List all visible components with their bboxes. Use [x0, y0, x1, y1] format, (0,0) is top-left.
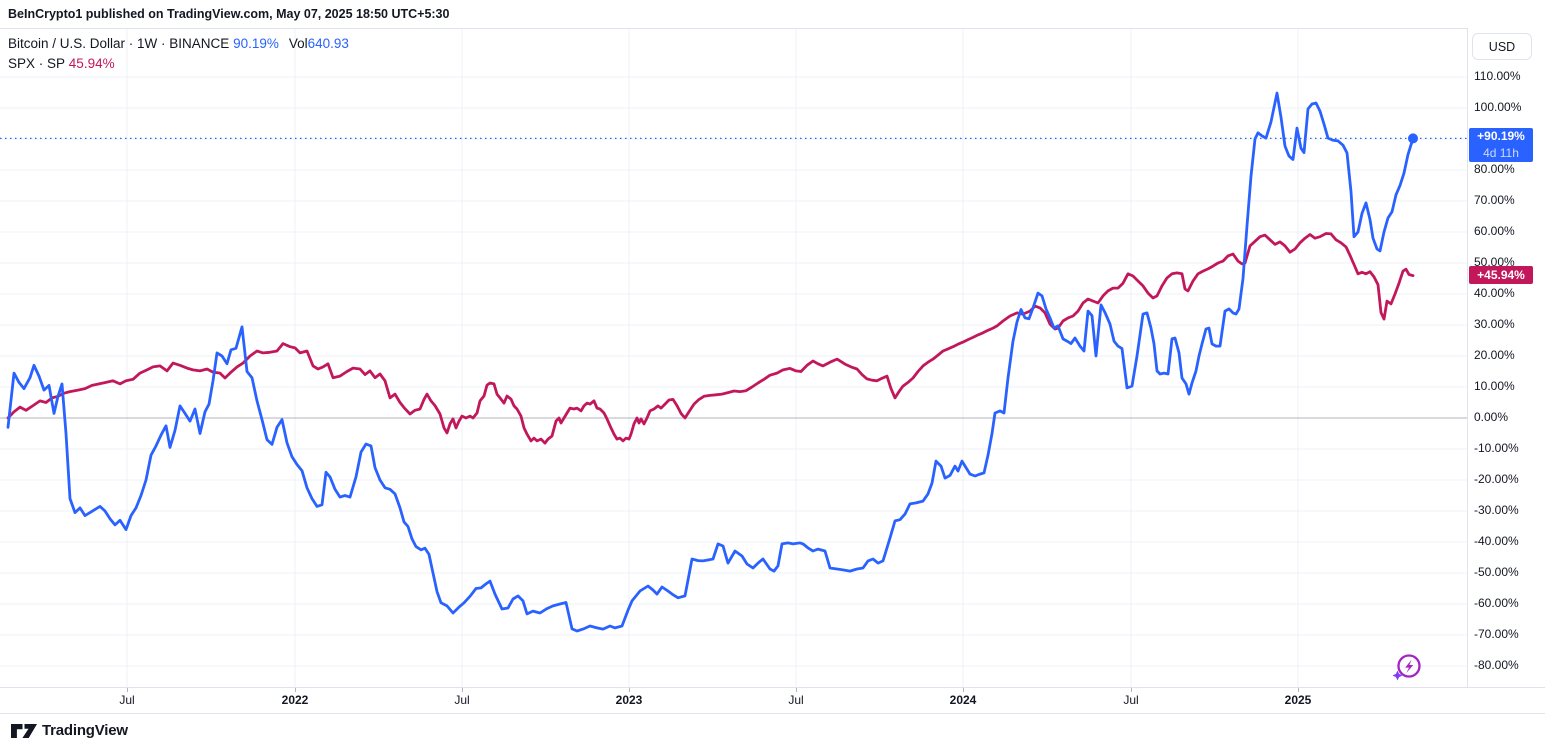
btc-change-value: 90.19%: [233, 36, 279, 51]
btc-symbol-label: Bitcoin / U.S. Dollar · 1W · BINANCE: [8, 36, 230, 51]
y-axis-label: 110.00%: [1474, 69, 1521, 83]
tradingview-logo-icon[interactable]: [10, 722, 38, 745]
x-axis-tick: [796, 688, 797, 692]
x-axis-label: 2024: [949, 693, 977, 707]
spx-change-value: 45.94%: [68, 56, 115, 71]
btc-countdown: 4d 11h: [1483, 146, 1519, 161]
footer-bar: TradingView: [0, 713, 1545, 748]
x-axis-tick: [127, 688, 128, 692]
volume-value: 640.93: [307, 36, 349, 51]
x-axis-tick: [963, 688, 964, 692]
publish-text: BeInCrypto1 published on TradingView.com…: [8, 7, 450, 21]
y-axis-label: 100.00%: [1474, 100, 1522, 114]
chart-pane[interactable]: Bitcoin / U.S. Dollar · 1W · BINANCE 90.…: [0, 28, 1467, 688]
y-axis-label: 60.00%: [1474, 224, 1515, 238]
price-chart-canvas[interactable]: [0, 29, 1467, 688]
x-axis-label: Jul: [454, 693, 470, 707]
y-axis-label: -80.00%: [1474, 658, 1519, 672]
x-axis-label: 2025: [1284, 693, 1312, 707]
y-axis-label: -50.00%: [1474, 565, 1519, 579]
publish-header: BeInCrypto1 published on TradingView.com…: [0, 0, 1545, 28]
x-axis-label: Jul: [119, 693, 135, 707]
y-axis-label: 80.00%: [1474, 162, 1515, 176]
y-axis-label: 30.00%: [1474, 317, 1515, 331]
y-axis-label: -20.00%: [1474, 472, 1519, 486]
spx-symbol-label: SPX · SP: [8, 56, 66, 71]
x-axis-label: 2022: [281, 693, 309, 707]
x-axis-tick: [1131, 688, 1132, 692]
y-axis-label: -40.00%: [1474, 534, 1519, 548]
tradingview-wordmark[interactable]: TradingView: [42, 722, 128, 739]
y-axis-label: 70.00%: [1474, 193, 1515, 207]
btc-price-badge: +90.19% 4d 11h: [1469, 128, 1533, 163]
y-axis-label: 10.00%: [1474, 379, 1515, 393]
x-axis-label: 2023: [615, 693, 643, 707]
x-axis-label: Jul: [788, 693, 804, 707]
lightning-circle-icon: [1392, 654, 1421, 681]
spx-line-series: [6, 232, 1415, 445]
currency-toggle-button[interactable]: USD: [1472, 33, 1532, 60]
time-scale[interactable]: Jul 2022 Jul 2023 Jul 2024 Jul 2025: [0, 687, 1545, 714]
legend: Bitcoin / U.S. Dollar · 1W · BINANCE 90.…: [8, 34, 349, 74]
y-axis-label: -60.00%: [1474, 596, 1519, 610]
spx-price-badge: +45.94%: [1469, 265, 1533, 284]
btc-last-price-dot: [1408, 133, 1418, 144]
y-axis-label: 20.00%: [1474, 348, 1515, 362]
y-axis-label: -70.00%: [1474, 627, 1519, 641]
x-axis-tick: [1298, 688, 1299, 692]
x-axis-tick: [462, 688, 463, 692]
btc-line-series: [6, 91, 1415, 633]
legend-row-spx[interactable]: SPX · SP 45.94%: [8, 54, 349, 74]
x-axis-label: Jul: [1123, 693, 1139, 707]
price-scale[interactable]: USD 110.00% 100.00% 80.00% 70.00% 60.00% 50.0…: [1467, 28, 1545, 713]
y-axis-label: -10.00%: [1474, 441, 1519, 455]
volume-label: Vol: [288, 36, 308, 51]
y-axis-label: 0.00%: [1474, 410, 1509, 424]
y-axis-label: 40.00%: [1474, 286, 1515, 300]
x-axis-tick: [295, 688, 296, 692]
x-axis-tick: [629, 688, 630, 692]
y-axis-label: -30.00%: [1474, 503, 1519, 517]
legend-row-btc[interactable]: Bitcoin / U.S. Dollar · 1W · BINANCE 90.…: [8, 34, 349, 54]
btc-price-badge-value: +90.19%: [1477, 129, 1525, 144]
supercharts-lightning-button[interactable]: [1389, 650, 1425, 686]
y-axis-label: 50.00%: [1474, 255, 1515, 269]
